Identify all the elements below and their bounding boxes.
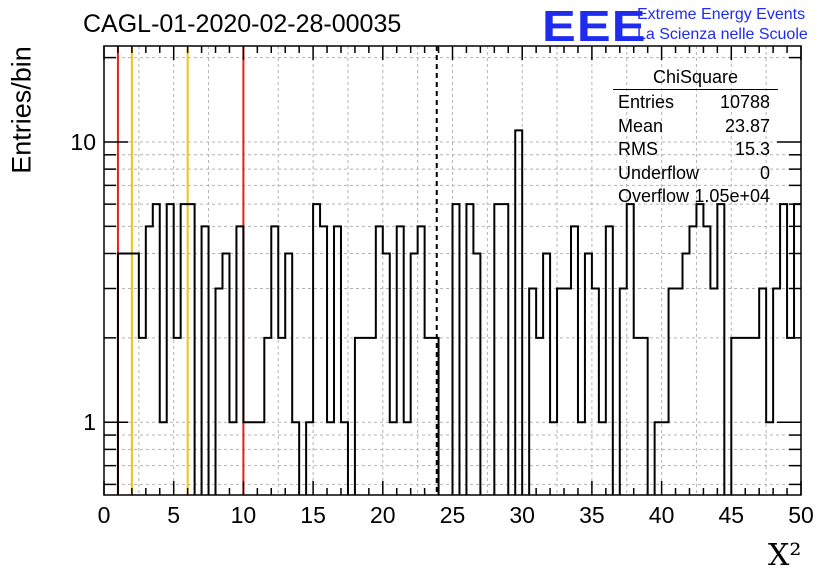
stats-value: 23.87 bbox=[724, 115, 770, 136]
stats-value: 0 bbox=[759, 162, 770, 183]
stats-row-overflow: Overflow 1.05e+04 bbox=[613, 184, 778, 208]
stats-row-mean: Mean 23.87 bbox=[613, 114, 778, 138]
stats-value: 10788 bbox=[719, 92, 770, 112]
stats-label: RMS bbox=[618, 139, 658, 159]
x-tick-label: 35 bbox=[579, 502, 605, 528]
x-tick-label: 10 bbox=[231, 502, 257, 528]
y-tick-label: 1 bbox=[83, 409, 96, 435]
stats-title: ChiSquare bbox=[613, 67, 778, 90]
org-subtitle: La Scienza nelle Scuole bbox=[637, 26, 808, 43]
histogram-line bbox=[116, 129, 801, 495]
x-tick-label: 50 bbox=[788, 502, 814, 528]
stats-label: Mean bbox=[618, 115, 664, 136]
stats-label: Entries bbox=[618, 92, 675, 112]
eee-logo: EEE bbox=[542, 2, 647, 51]
stats-box: ChiSquare Entries 10788 Mean 23.87 RMS 1… bbox=[613, 67, 778, 208]
x-tick-label: 25 bbox=[440, 502, 466, 528]
stats-row-rms: RMS 15.3 bbox=[613, 137, 778, 161]
x-tick-label: 30 bbox=[509, 502, 535, 528]
stats-row-underflow: Underflow 0 bbox=[613, 161, 778, 185]
stats-label: Overflow bbox=[618, 186, 690, 206]
stats-value: 1.05e+04 bbox=[694, 186, 770, 206]
chart-title: CAGL-01-2020-02-28-00035 bbox=[83, 10, 402, 38]
y-axis-label: Entries/bin bbox=[6, 46, 37, 174]
x-axis-label: X² bbox=[768, 538, 802, 573]
stats-label: Underflow bbox=[618, 162, 700, 183]
x-tick-label: 45 bbox=[719, 502, 745, 528]
x-tick-label: 20 bbox=[370, 502, 396, 528]
x-tick-label: 5 bbox=[167, 502, 180, 528]
stats-row-entries: Entries 10788 bbox=[613, 90, 778, 114]
org-name: Extreme Energy Events bbox=[637, 6, 806, 23]
x-tick-label: 15 bbox=[300, 502, 326, 528]
y-tick-label: 10 bbox=[70, 129, 96, 155]
x-tick-label: 0 bbox=[98, 502, 111, 528]
stats-value: 15.3 bbox=[734, 139, 770, 159]
x-tick-label: 40 bbox=[649, 502, 675, 528]
